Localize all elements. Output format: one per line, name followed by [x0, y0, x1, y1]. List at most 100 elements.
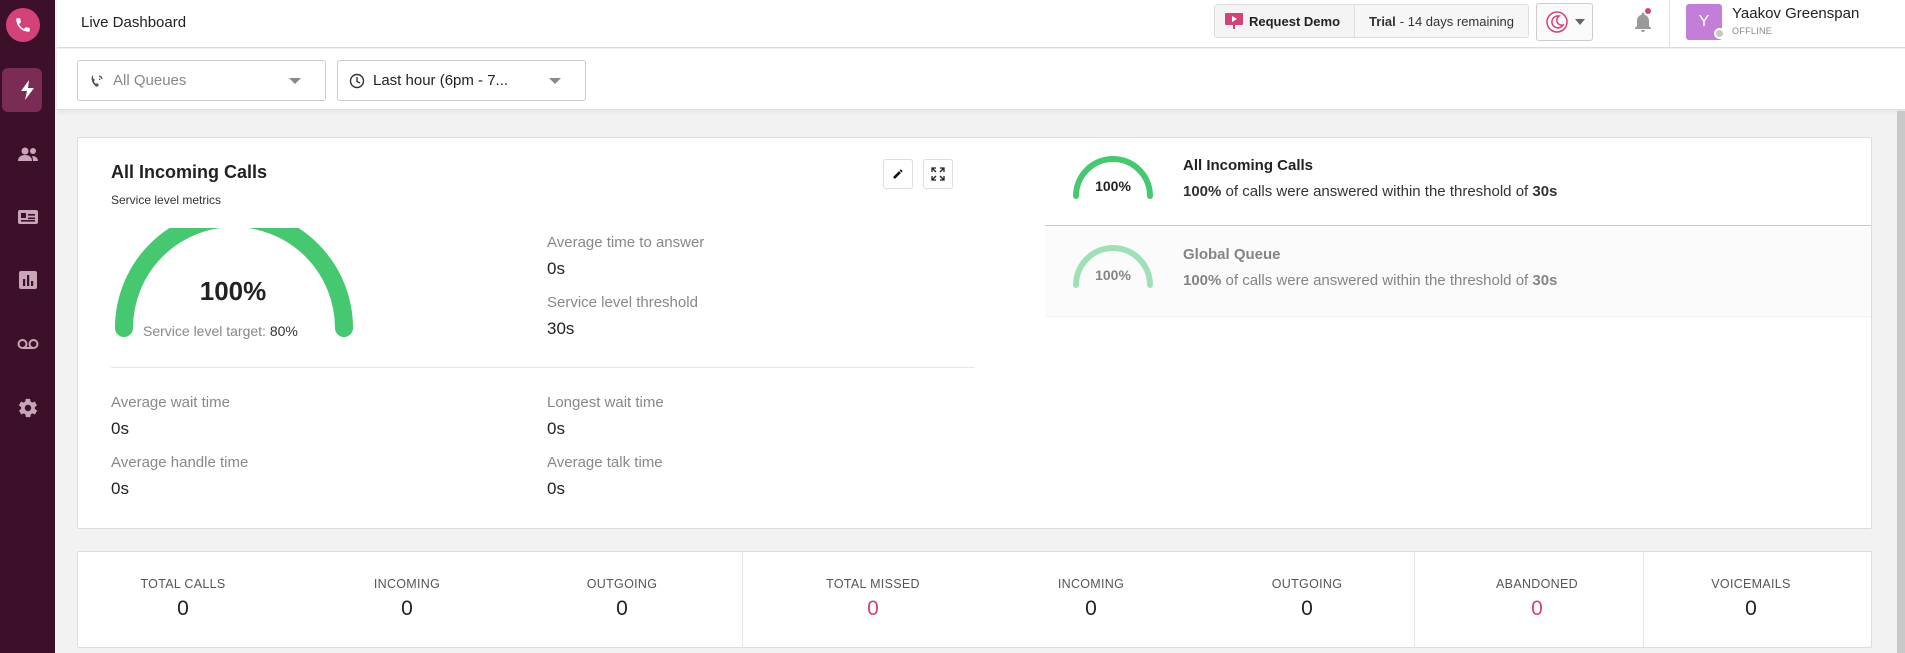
metric-label: Average wait time: [111, 394, 230, 411]
queues-select-value: All Queues: [113, 72, 187, 89]
page-title: Live Dashboard: [81, 14, 187, 31]
queue-gauge: [1073, 156, 1153, 199]
metric-avg-handle: Average handle time 0s: [111, 454, 248, 499]
demo-trial-group: Request Demo Trial - 14 days remaining: [1214, 4, 1529, 38]
page-scrollbar[interactable]: [1897, 111, 1905, 653]
sidebar-item-live[interactable]: [0, 68, 55, 112]
sidebar-item-reports[interactable]: [0, 258, 55, 302]
service-level-gauge: [115, 228, 353, 337]
stat-label: INCOMING: [1057, 577, 1125, 591]
trial-bold: Trial: [1369, 13, 1396, 29]
metric-value: 0s: [111, 419, 129, 438]
metric-label: Average talk time: [547, 454, 663, 471]
stat-label: ABANDONED: [1496, 577, 1578, 591]
service-target-value: 80%: [269, 323, 298, 339]
call-stats-card: TOTAL CALLS 0 INCOMING 0 OUTGOING 0 TOTA…: [77, 551, 1872, 649]
metric-service-threshold: Service level threshold 30s: [547, 294, 698, 339]
stat-total-calls: TOTAL CALLS 0: [118, 577, 248, 621]
queue-description: 100% of calls were answered within the t…: [1183, 183, 1557, 200]
request-demo-label: Request Demo: [1249, 13, 1341, 29]
time-range-select[interactable]: Last hour (6pm - 7...: [337, 60, 586, 101]
metric-avg-talk: Average talk time 0s: [547, 454, 663, 499]
lightning-icon: [20, 80, 34, 100]
queues-select[interactable]: All Queues: [77, 60, 326, 101]
queue-desc-text: of calls were answered within the thresh…: [1221, 183, 1533, 200]
chevron-down-icon: [549, 77, 561, 84]
gauge-value: 100%: [199, 276, 267, 306]
metrics-divider: [111, 367, 975, 368]
bell-icon[interactable]: [1631, 10, 1655, 34]
queue-gauge: [1073, 245, 1153, 288]
service-target: Service level target: 80%: [143, 323, 298, 339]
card-title: All Incoming Calls: [111, 162, 268, 182]
service-target-label: Service level target:: [143, 323, 266, 339]
metric-label: Longest wait time: [547, 394, 664, 411]
stat-value: 0: [867, 597, 879, 620]
trial-info: Trial - 14 days remaining: [1355, 5, 1528, 37]
sidebar-item-voicemail[interactable]: [0, 322, 55, 366]
stat-value: 0: [1745, 597, 1757, 620]
presence-indicator: [1714, 28, 1725, 39]
stat-value: 0: [177, 597, 189, 620]
stat-value: 0: [401, 597, 413, 620]
queue-gauge-value: 100%: [1095, 267, 1131, 283]
fullscreen-icon: [931, 167, 945, 181]
sidebar: [0, 0, 55, 653]
request-demo-button[interactable]: Request Demo: [1215, 5, 1356, 37]
stat-label: INCOMING: [373, 577, 441, 591]
stat-incoming: INCOMING 0: [342, 577, 472, 621]
theme-toggle-button[interactable]: [1536, 3, 1593, 41]
stat-abandoned: ABANDONED 0: [1472, 577, 1602, 621]
time-range-value: Last hour (6pm - 7...: [373, 72, 509, 89]
service-level-card: All Incoming Calls Service level metrics…: [77, 137, 1872, 529]
chevron-down-icon: [1574, 19, 1585, 25]
sidebar-item-settings[interactable]: [0, 386, 55, 430]
metric-value: 0s: [547, 259, 565, 278]
queue-row-all-incoming[interactable]: 100% All Incoming Calls 100% of calls we…: [1045, 138, 1871, 226]
stat-label: TOTAL CALLS: [140, 577, 226, 591]
queue-row-global[interactable]: 100% Global Queue 100% of calls were ans…: [1045, 227, 1871, 317]
stat-label: OUTGOING: [1271, 577, 1343, 591]
stat-divider: [742, 552, 743, 649]
queue-description: 100% of calls were answered within the t…: [1183, 272, 1557, 289]
metric-value: 30s: [547, 319, 575, 338]
sidebar-item-contacts[interactable]: [0, 195, 55, 239]
stat-missed-outgoing: OUTGOING 0: [1242, 577, 1372, 621]
clock-icon: [349, 73, 365, 89]
phone-icon[interactable]: [6, 8, 40, 42]
user-name[interactable]: Yaakov Greenspan: [1732, 5, 1860, 22]
metric-value: 0s: [547, 419, 565, 438]
queue-gauge-value: 100%: [1095, 178, 1131, 194]
users-icon: [17, 147, 38, 161]
moon-icon: [1545, 11, 1568, 33]
stat-label: VOICEMAILS: [1711, 577, 1791, 591]
stat-missed-incoming: INCOMING 0: [1026, 577, 1156, 621]
metric-value: 0s: [547, 479, 565, 498]
queue-threshold: 30s: [1532, 183, 1558, 200]
metric-value: 0s: [111, 479, 129, 498]
stat-label: OUTGOING: [586, 577, 658, 591]
voicemail-icon: [17, 339, 38, 349]
top-bar: Live Dashboard Request Demo Trial - 14 d…: [57, 0, 1905, 48]
notification-dot: [1645, 8, 1651, 14]
card-subtitle: Service level metrics: [111, 193, 222, 207]
sidebar-item-users[interactable]: [0, 132, 55, 176]
queue-desc-text: of calls were answered within the thresh…: [1221, 272, 1533, 289]
pencil-icon: [893, 169, 903, 179]
stat-value: 0: [1085, 597, 1097, 620]
metric-longest-wait: Longest wait time 0s: [547, 394, 664, 439]
queue-pct: 100%: [1183, 272, 1222, 289]
expand-button[interactable]: [923, 159, 953, 189]
filter-bar: All Queues Last hour (6pm - 7...: [57, 49, 1905, 110]
stat-voicemails: VOICEMAILS 0: [1686, 577, 1816, 621]
edit-button[interactable]: [883, 159, 913, 189]
stat-divider: [1643, 552, 1644, 649]
metric-label: Service level threshold: [547, 294, 698, 311]
metric-label: Average handle time: [111, 454, 249, 471]
stat-value: 0: [1531, 597, 1543, 620]
queue-icon: [89, 73, 105, 89]
bar-chart-icon: [18, 271, 37, 289]
stat-total-missed: TOTAL MISSED 0: [798, 577, 948, 621]
gear-icon: [18, 398, 37, 418]
stat-outgoing: OUTGOING 0: [557, 577, 687, 621]
